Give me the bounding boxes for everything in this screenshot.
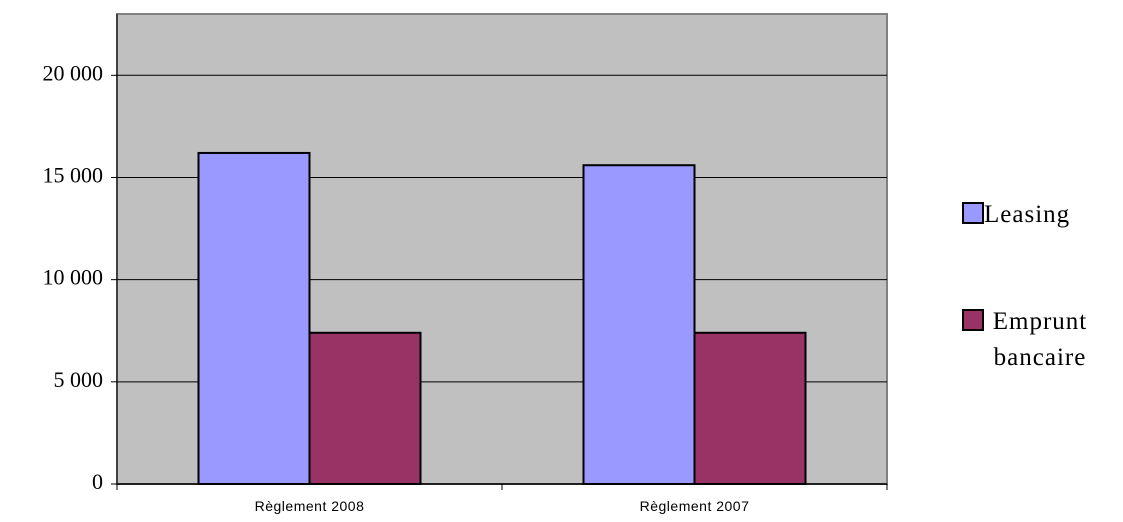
- legend-swatch: [962, 309, 984, 331]
- bar: [197, 151, 311, 486]
- y-tick-label: 10 000: [43, 265, 104, 290]
- y-tick-label: 15 000: [43, 163, 104, 188]
- legend-item: Emprunt bancaire: [962, 304, 1096, 376]
- legend-item: Leasing: [962, 197, 1096, 233]
- legend-label: Leasing: [984, 201, 1071, 228]
- bar: [582, 164, 696, 486]
- y-tick-label: 0: [92, 469, 103, 494]
- bar: [308, 331, 422, 486]
- x-tick-label: Règlement 2007: [640, 498, 750, 514]
- bar: [693, 331, 807, 486]
- y-tick-label: 20 000: [43, 60, 104, 85]
- legend-label: Emprunt bancaire: [992, 308, 1088, 371]
- y-tick-label: 5 000: [54, 367, 104, 392]
- x-tick-label: Règlement 2008: [255, 498, 365, 514]
- legend-swatch: [962, 202, 984, 224]
